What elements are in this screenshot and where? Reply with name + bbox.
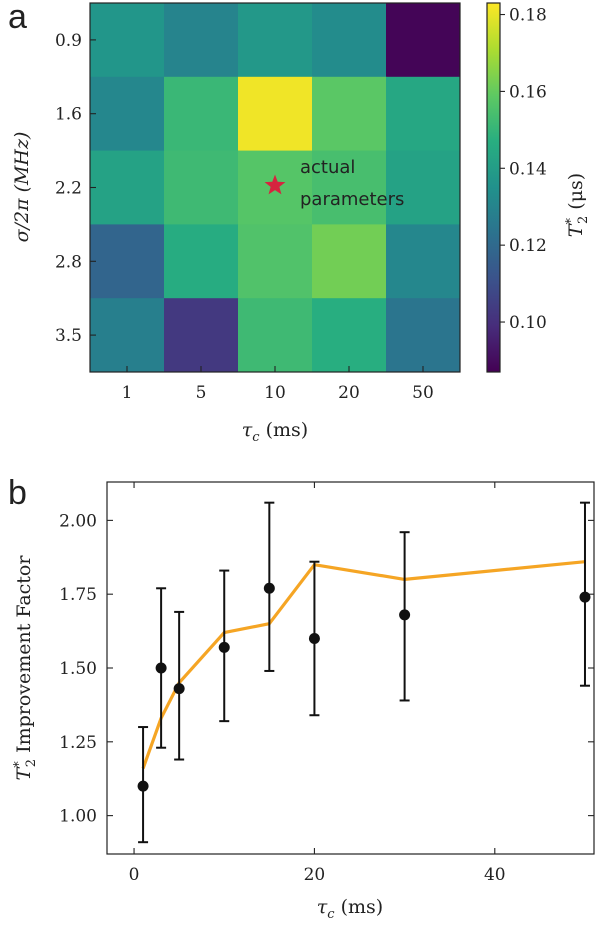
point-marker — [173, 683, 185, 695]
y-tick-label: 1.00 — [59, 807, 97, 827]
x-tick-label: 50 — [412, 383, 434, 403]
scatter-points — [137, 501, 591, 844]
colorbar-tick-label: 0.14 — [509, 159, 547, 179]
data-point — [579, 501, 591, 687]
data-point — [263, 501, 275, 672]
panel-a-label: a — [8, 0, 27, 36]
scatter-y-axis-label: T*2 Improvement Factor — [12, 555, 39, 781]
heatmap-cell — [90, 76, 165, 152]
heatmap-x-ticks: 1 5 10 20 50 — [122, 366, 434, 403]
heatmap-cell — [386, 150, 461, 225]
colorbar-frame — [486, 2, 501, 373]
colorbar-ticks: 0.10 0.12 0.14 0.16 0.18 — [500, 6, 547, 333]
point-marker — [579, 591, 591, 603]
x-tick-label: 0 — [129, 865, 140, 885]
colorbar-tick-label: 0.12 — [509, 236, 547, 256]
heatmap-cell — [90, 3, 165, 78]
panel-b-label: b — [8, 474, 27, 512]
x-tick-label: 1 — [122, 383, 133, 403]
y-tick-label: 1.75 — [59, 585, 97, 605]
data-point — [173, 610, 185, 761]
scatter-x-axis-label: τc (ms) — [317, 896, 383, 922]
point-marker — [218, 641, 230, 653]
colorbar-label: T*2 (μs) — [564, 173, 591, 237]
heatmap-cell — [164, 150, 239, 225]
heatmap-cell — [312, 224, 387, 299]
heatmap-y-axis-label: σ/2π (MHz) — [11, 132, 33, 243]
y-tick-label: 1.25 — [59, 733, 97, 753]
scatter-x-ticks: 0 20 40 — [129, 482, 506, 885]
data-point — [218, 569, 230, 723]
model-line — [141, 560, 586, 769]
heatmap-cell — [90, 298, 165, 373]
heatmap-cell — [164, 76, 239, 152]
heatmap-cell — [238, 76, 313, 152]
data-point — [137, 726, 149, 844]
y-tick-label: 3.5 — [55, 326, 82, 346]
heatmap-cell — [238, 3, 313, 78]
y-tick-label: 0.9 — [55, 31, 82, 51]
scatter-y-ticks: 1.00 1.25 1.50 1.75 2.00 — [59, 511, 594, 827]
x-tick-label: 5 — [196, 383, 207, 403]
heatmap-cell — [312, 150, 387, 225]
annotation-line-1: actual — [300, 157, 355, 178]
x-tick-label: 20 — [338, 383, 360, 403]
heatmap-cell — [386, 76, 461, 152]
heatmap-cell — [386, 224, 461, 299]
colorbar-tick-label: 0.16 — [509, 82, 547, 102]
x-tick-label: 10 — [264, 383, 286, 403]
point-marker — [155, 662, 167, 674]
heatmap-cell — [386, 298, 461, 373]
heatmap-cell — [164, 224, 239, 299]
heatmap-cell — [312, 3, 387, 78]
point-marker — [399, 609, 411, 621]
point-marker — [137, 780, 149, 792]
heatmap-cell — [90, 224, 165, 299]
panel-b: b 0 20 40 1.00 1.25 1.50 1.75 2.00 τc (ms) T*2… — [8, 474, 595, 922]
panel-a: a 1 5 10 20 50 0.9 1.6 2.2 2.8 3.5 τc (ms) σ/2π … — [8, 0, 591, 445]
colorbar-tick-label: 0.18 — [509, 6, 547, 26]
y-tick-label: 1.50 — [59, 659, 97, 679]
heatmap-cells — [90, 3, 461, 373]
heatmap-cell — [386, 3, 461, 78]
y-tick-label: 2.00 — [59, 511, 97, 531]
heatmap-cell — [312, 298, 387, 373]
heatmap-x-axis-label: τc (ms) — [242, 419, 308, 445]
annotation-line-2: parameters — [300, 189, 404, 210]
star-marker-icon — [264, 174, 286, 195]
heatmap-cell — [312, 76, 387, 152]
x-tick-label: 20 — [304, 865, 326, 885]
heatmap-cell — [238, 224, 313, 299]
heatmap-cell — [238, 298, 313, 373]
point-marker — [308, 632, 320, 644]
colorbar-tick-label: 0.10 — [509, 313, 547, 333]
heatmap-cell — [90, 150, 165, 225]
heatmap-cell — [164, 298, 239, 373]
data-point — [399, 531, 411, 702]
y-tick-label: 2.8 — [55, 252, 82, 272]
heatmap-y-ticks: 0.9 1.6 2.2 2.8 3.5 — [55, 31, 96, 346]
point-marker — [263, 582, 275, 594]
x-tick-label: 40 — [484, 865, 506, 885]
y-tick-label: 2.2 — [55, 179, 82, 199]
heatmap-cell — [164, 3, 239, 78]
data-point — [155, 587, 167, 749]
colorbar — [487, 3, 500, 372]
data-point — [308, 560, 320, 717]
y-tick-label: 1.6 — [55, 105, 82, 125]
